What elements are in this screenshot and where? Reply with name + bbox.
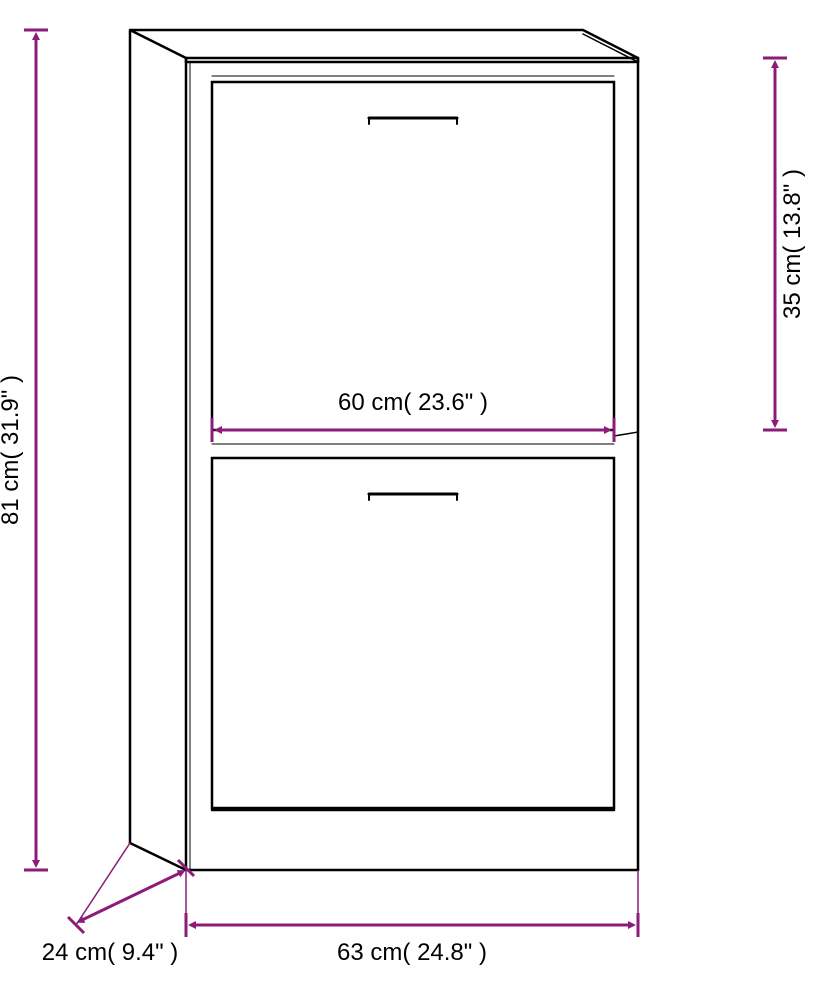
- svg-text:24 cm( 9.4" ): 24 cm( 9.4" ): [42, 939, 179, 966]
- svg-text:35 cm( 13.8" ): 35 cm( 13.8" ): [779, 169, 806, 319]
- svg-text:81 cm( 31.9" ): 81 cm( 31.9" ): [0, 375, 24, 525]
- cabinet-dimension-diagram: 81 cm( 31.9" ) 35 cm( 13.8" ) 60 cm( 23.6"…: [0, 0, 829, 983]
- svg-text:63 cm( 24.8" ): 63 cm( 24.8" ): [337, 939, 487, 966]
- svg-text:60 cm( 23.6" ): 60 cm( 23.6" ): [338, 389, 488, 416]
